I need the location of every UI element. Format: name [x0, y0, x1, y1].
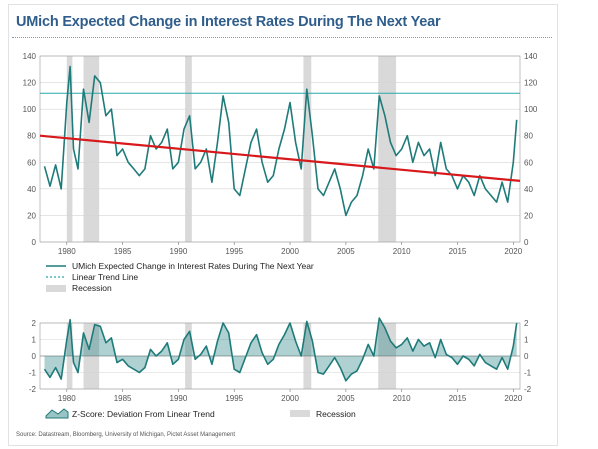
- top-xtick-label-5: 2005: [337, 247, 355, 256]
- bottom-xtick-label-3: 1995: [225, 394, 243, 403]
- top-xtick-label-2: 1990: [170, 247, 188, 256]
- top-recession-band-4: [378, 56, 397, 242]
- top-y-axis-left: 0 20 40 60 80 100 120 140: [23, 52, 37, 247]
- top-ytick-left-0: 0: [32, 238, 37, 247]
- top-xtick-label-7: 2015: [449, 247, 467, 256]
- bottom-ytick-right-0: -2: [524, 385, 532, 394]
- bottom-xtick-label-7: 2015: [449, 394, 467, 403]
- bottom-ytick-right-2: 0: [524, 352, 529, 361]
- bottom-ytick-right-3: 1: [524, 336, 529, 345]
- top-ytick-right-3: 60: [524, 158, 533, 167]
- bottom-xtick-label-1: 1985: [114, 394, 132, 403]
- top-recession-band-1: [83, 56, 100, 242]
- bottom-xtick-label-8: 2020: [504, 394, 522, 403]
- top-ytick-right-6: 120: [524, 79, 538, 88]
- top-xtick-label-8: 2020: [504, 247, 522, 256]
- top-ytick-right-4: 80: [524, 132, 533, 141]
- top-ytick-left-4: 80: [27, 132, 36, 141]
- top-x-axis: 1980 1985 1990 1995 2000 2005 2010 2015 2020: [58, 242, 523, 256]
- bottom-ytick-left-2: 0: [32, 352, 37, 361]
- bottom-zscore-area: [44, 318, 517, 381]
- top-linear-trend-line: [39, 134, 521, 182]
- bottom-xtick-label-5: 2005: [337, 394, 355, 403]
- source-note: Source: Datastream, Bloomberg, Universit…: [16, 432, 236, 438]
- top-xtick-label-4: 2000: [281, 247, 299, 256]
- bottom-plot-frame: [39, 322, 521, 390]
- bottom-xtick-label-4: 2000: [281, 394, 299, 403]
- top-legend: UMich Expected Change in Interest Rates …: [46, 261, 314, 293]
- bottom-y-axis-left: -2 -1 0 1 2: [29, 319, 37, 394]
- bottom-zscore-line: [43, 317, 518, 382]
- legend-recession-swatch-bottom: [290, 410, 310, 417]
- bottom-ytick-left-1: -1: [29, 369, 37, 378]
- top-recession-band-3: [303, 56, 312, 242]
- title-divider: [12, 37, 552, 38]
- top-ytick-left-2: 40: [27, 185, 36, 194]
- top-ytick-left-1: 20: [27, 211, 36, 220]
- top-ytick-left-3: 60: [27, 158, 36, 167]
- top-ytick-left-6: 120: [23, 79, 37, 88]
- top-ytick-right-0: 0: [524, 238, 529, 247]
- top-ytick-left-5: 100: [23, 105, 37, 114]
- top-plot-frame: [39, 55, 521, 243]
- top-xtick-label-0: 1980: [58, 247, 76, 256]
- chart-title: UMich Expected Change in Interest Rates …: [16, 14, 441, 30]
- top-xtick-label-6: 2010: [393, 247, 411, 256]
- bottom-ytick-right-1: -1: [524, 369, 532, 378]
- bottom-xtick-label-6: 2010: [393, 394, 411, 403]
- top-ytick-right-2: 40: [524, 185, 533, 194]
- bottom-ytick-left-4: 2: [32, 319, 37, 328]
- top-ytick-right-7: 140: [524, 52, 538, 61]
- bottom-ytick-left-0: -2: [29, 385, 37, 394]
- bottom-xtick-label-2: 1990: [170, 394, 188, 403]
- legend-recession-label: Recession: [72, 283, 112, 293]
- bottom-ytick-left-3: 1: [32, 336, 37, 345]
- top-xtick-label-1: 1985: [114, 247, 132, 256]
- top-y-axis-right: 0 20 40 60 80 100 120 140: [524, 52, 538, 247]
- top-ytick-right-1: 20: [524, 211, 533, 220]
- top-main-series-line: [43, 65, 518, 217]
- bottom-x-axis: 1980 1985 1990 1995 2000 2005 2010 2015 2020: [58, 389, 523, 403]
- top-ytick-left-7: 140: [23, 52, 37, 61]
- legend-series-label: UMich Expected Change in Interest Rates …: [72, 261, 314, 271]
- legend-trend-label: Linear Trend Line: [72, 272, 138, 282]
- bottom-xtick-label-0: 1980: [58, 394, 76, 403]
- top-xtick-label-3: 1995: [225, 247, 243, 256]
- top-gridlines: [40, 55, 520, 243]
- legend-recession-label-bottom: Recession: [316, 409, 356, 419]
- bottom-legend: Z-Score: Deviation From Linear Trend Rec…: [45, 408, 356, 419]
- legend-recession-swatch: [46, 285, 66, 292]
- top-recession-band-0: [66, 56, 73, 242]
- top-ytick-right-5: 100: [524, 105, 538, 114]
- bottom-y-axis-right: -2 -1 0 1 2: [524, 319, 532, 394]
- legend-zscore-swatch: [45, 408, 69, 419]
- legend-zscore-label: Z-Score: Deviation From Linear Trend: [72, 409, 215, 419]
- bottom-ytick-right-4: 2: [524, 319, 529, 328]
